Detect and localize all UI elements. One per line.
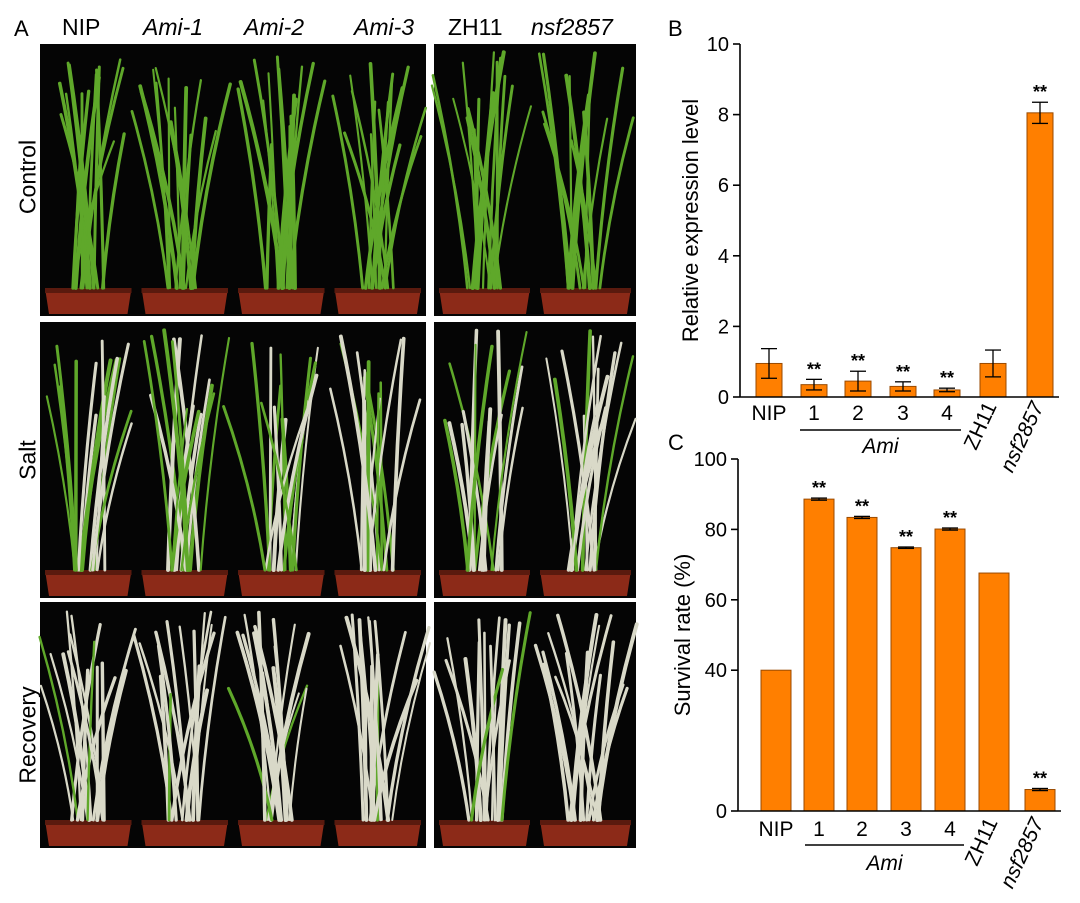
y-tick-label: 100: [694, 449, 727, 471]
y-tick-label: 0: [718, 387, 729, 409]
significance-marker: **: [943, 508, 957, 528]
plant-pot-2-1-0: [432, 611, 532, 846]
error-bar: [806, 378, 822, 391]
bar: [978, 572, 1010, 812]
plant-photo-grid: [38, 44, 639, 848]
plant-pot-2-0-2: [226, 610, 325, 846]
plant-pot-2-1-1: [533, 613, 639, 846]
significance-marker: **: [899, 527, 913, 547]
x-tick-label: 1: [813, 818, 825, 841]
x-tick-label: NIP: [758, 818, 793, 841]
panel-letter: C: [668, 430, 684, 455]
chart-panel-b: B 0 2 4 6 8 10 Relative expression level NIP ** 1 *…: [668, 16, 1059, 476]
x-tick-label: ZH11: [960, 398, 1002, 453]
error-bar: [1032, 101, 1048, 125]
plant-pot-2-0-3: [334, 613, 431, 846]
y-tick-label: 40: [705, 660, 727, 682]
x-tick-label: ZH11: [961, 814, 1003, 869]
y-axis-label: Relative expression level: [678, 99, 703, 342]
significance-marker: **: [855, 496, 869, 516]
panel-a-letter: A: [14, 16, 29, 41]
genotype-label-ami-3: Ami-3: [354, 14, 415, 40]
group-label: Ami: [864, 852, 904, 875]
genotype-label-zh11: ZH11: [448, 14, 503, 40]
significance-marker: **: [1033, 768, 1047, 788]
plant-pot-1-1-0: [439, 328, 530, 596]
plant-pot-1-1-1: [540, 329, 637, 596]
plant-pot-0-1-1: [537, 51, 635, 314]
chart-panel-c: C 0 40 60 80 100 Survival rate (%) NIP ** 1 ** 2 ** 3…: [668, 430, 1061, 892]
bar: [1026, 112, 1054, 398]
x-tick-label: 1: [808, 402, 820, 425]
y-tick-label: 8: [718, 105, 729, 127]
x-tick-label: 2: [852, 402, 864, 425]
error-bar: [854, 515, 870, 520]
error-bar: [811, 497, 827, 501]
plant-pot-0-0-1: [130, 66, 232, 314]
bar: [1024, 789, 1056, 812]
genotype-label-nip: NIP: [62, 14, 101, 40]
genotype-label-ami-1: Ami-1: [143, 14, 204, 40]
bar: [934, 528, 966, 812]
significance-marker: **: [812, 478, 826, 498]
plant-pot-0-1-0: [430, 50, 532, 314]
y-tick-label: 2: [718, 316, 729, 338]
error-bar: [942, 527, 958, 531]
error-bar: [850, 370, 866, 392]
x-tick-label: 4: [941, 402, 953, 425]
y-tick-label: 0: [716, 801, 727, 823]
group-label: Ami: [860, 435, 900, 458]
bar: [846, 516, 878, 812]
x-tick-label: 2: [856, 818, 868, 841]
error-bar: [898, 546, 914, 550]
plant-pot-2-0-1: [132, 610, 228, 846]
y-tick-label: 60: [705, 590, 727, 612]
significance-marker: **: [940, 368, 954, 388]
x-tick-label: nsf2857: [996, 397, 1049, 476]
error-bar: [939, 387, 955, 393]
plant-pot-1-0-1: [141, 328, 231, 596]
plant-pot-1-0-2: [222, 341, 325, 596]
error-bar: [895, 381, 911, 392]
error-bar: [1032, 787, 1048, 792]
bar: [760, 669, 792, 812]
x-tick-label: 3: [897, 402, 909, 425]
y-tick-label: 6: [718, 175, 729, 197]
x-tick-label: nsf2857: [996, 813, 1049, 892]
y-tick-label: 4: [718, 246, 729, 268]
significance-marker: **: [851, 351, 865, 371]
bar: [803, 498, 835, 812]
bar: [890, 547, 922, 812]
y-tick-label: 80: [705, 519, 727, 541]
x-tick-label: 4: [944, 818, 956, 841]
plant-pot-2-0-0: [38, 610, 137, 846]
y-axis-label: Survival rate (%): [670, 554, 695, 717]
genotype-label-nsf2857: nsf2857: [531, 14, 613, 40]
plant-pot-1-0-0: [45, 339, 133, 596]
error-bar: [985, 349, 1001, 378]
plant-pot-0-0-3: [331, 61, 427, 314]
plant-pot-0-0-2: [236, 55, 327, 314]
x-tick-label: NIP: [751, 402, 786, 425]
genotype-label-ami-2: Ami-2: [244, 14, 305, 40]
panel-letter: B: [668, 16, 683, 41]
plant-pot-0-0-0: [45, 58, 132, 314]
error-bar: [761, 347, 777, 379]
x-tick-label: 3: [900, 818, 912, 841]
significance-marker: **: [807, 359, 821, 379]
y-tick-label: 10: [707, 34, 729, 56]
significance-marker: **: [1033, 82, 1047, 102]
plant-pot-1-0-3: [329, 334, 422, 596]
significance-marker: **: [896, 362, 910, 382]
